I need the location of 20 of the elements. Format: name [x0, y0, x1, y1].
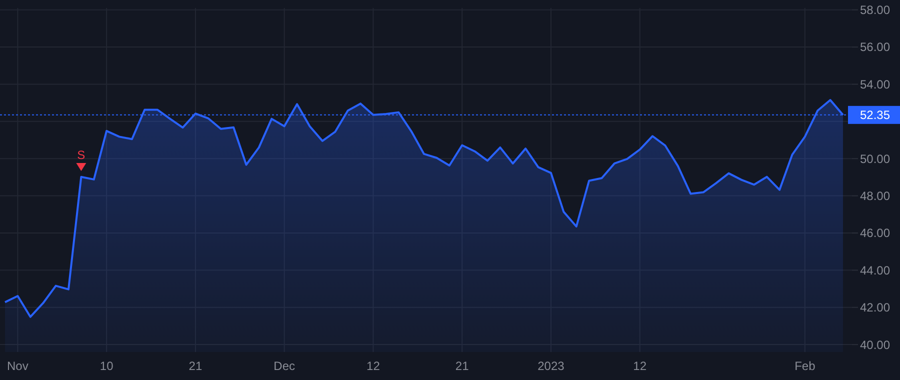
x-tick-label: Nov [7, 359, 28, 373]
x-tick-label: 12 [366, 359, 380, 373]
annotation: S [77, 148, 86, 162]
y-tick-label: 46.00 [860, 226, 890, 240]
ref-line-label: 52.35 [860, 108, 890, 122]
y-tick-label: 42.00 [860, 300, 890, 315]
y-tick-label: 58.00 [860, 3, 890, 18]
x-tick-label: 2023 [538, 359, 565, 373]
y-tick-label: 40.00 [860, 338, 890, 352]
x-tick-label: 21 [455, 359, 470, 373]
y-tick-label: 54.00 [860, 77, 890, 92]
y-tick-label: 56.00 [860, 40, 890, 54]
x-tick-label: 10 [100, 359, 114, 373]
x-tick-label: Dec [274, 359, 296, 373]
y-tick-label: 50.00 [860, 152, 890, 166]
y-tick-label: 44.00 [860, 263, 890, 278]
y-tick-label: 48.00 [860, 189, 890, 204]
x-tick-label: 21 [188, 359, 202, 373]
x-tick-label: Feb [794, 359, 816, 373]
x-tick-label: 12 [633, 359, 647, 373]
